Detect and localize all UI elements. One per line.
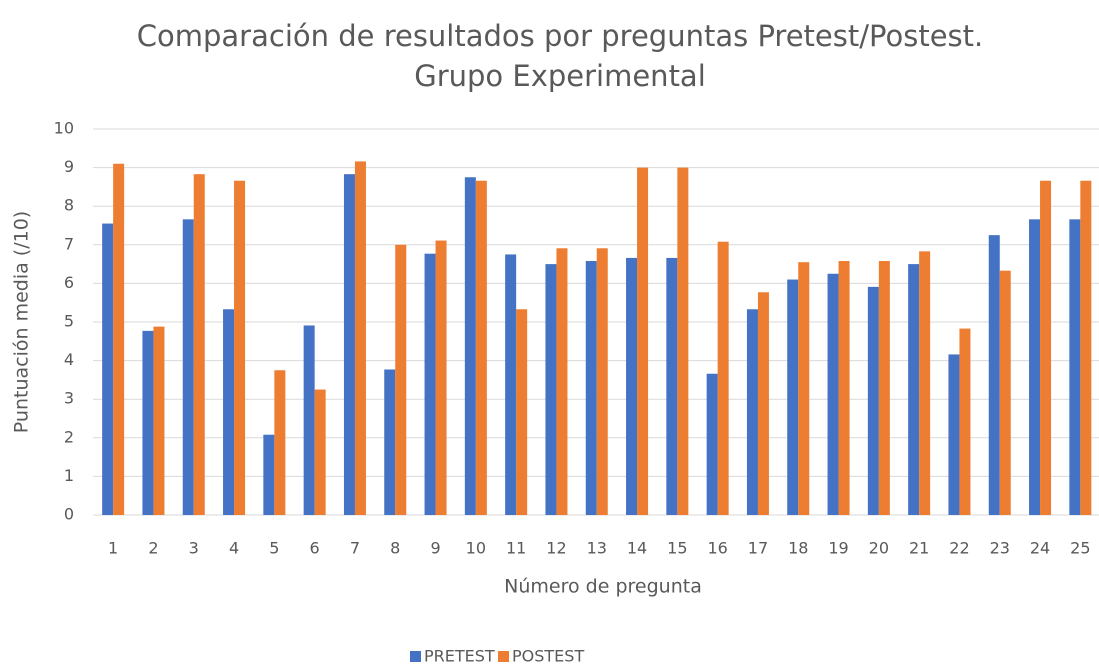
x-tick-label: 4 bbox=[229, 539, 239, 558]
x-tick-label: 11 bbox=[506, 539, 526, 558]
x-tick-label: 12 bbox=[546, 539, 566, 558]
y-tick-label: 4 bbox=[64, 350, 74, 369]
x-tick-label: 25 bbox=[1070, 539, 1090, 558]
x-tick-label: 22 bbox=[949, 539, 969, 558]
bar bbox=[677, 167, 689, 515]
bar bbox=[263, 434, 275, 515]
bar bbox=[798, 262, 810, 515]
y-tick-label: 7 bbox=[64, 234, 74, 253]
bar bbox=[223, 309, 235, 515]
x-tick-label: 18 bbox=[788, 539, 808, 558]
x-tick-label: 16 bbox=[707, 539, 727, 558]
legend-swatch bbox=[498, 651, 509, 662]
x-tick-label: 23 bbox=[990, 539, 1010, 558]
bar bbox=[274, 370, 286, 515]
bar bbox=[666, 257, 678, 515]
bar bbox=[827, 273, 839, 515]
bar bbox=[234, 180, 246, 515]
bar bbox=[787, 279, 799, 515]
legend-swatch bbox=[410, 651, 421, 662]
bar bbox=[1040, 180, 1052, 515]
bar bbox=[717, 241, 729, 515]
bar bbox=[919, 251, 931, 515]
x-tick-label: 6 bbox=[310, 539, 320, 558]
bar bbox=[475, 180, 487, 515]
y-tick-label: 10 bbox=[54, 119, 74, 138]
x-tick-label: 3 bbox=[189, 539, 199, 558]
bar bbox=[867, 286, 879, 515]
y-tick-label: 1 bbox=[64, 466, 74, 485]
y-tick-label: 2 bbox=[64, 427, 74, 446]
legend-label: PRETEST bbox=[424, 647, 495, 664]
bar bbox=[303, 325, 315, 515]
bar bbox=[1080, 180, 1092, 515]
bar bbox=[182, 219, 194, 515]
x-tick-label: 8 bbox=[390, 539, 400, 558]
x-tick-label: 2 bbox=[148, 539, 158, 558]
bar bbox=[706, 373, 718, 515]
bar bbox=[435, 240, 447, 515]
x-tick-label: 17 bbox=[748, 539, 768, 558]
x-tick-label: 1 bbox=[108, 539, 118, 558]
bar bbox=[545, 264, 557, 515]
bar bbox=[142, 330, 154, 515]
bar bbox=[637, 167, 649, 515]
bar bbox=[343, 174, 355, 516]
x-tick-label: 15 bbox=[667, 539, 687, 558]
x-axis-label: Número de pregunta bbox=[504, 576, 702, 598]
bar bbox=[878, 261, 890, 515]
bar bbox=[838, 261, 850, 515]
bar bbox=[908, 264, 920, 515]
bar bbox=[113, 163, 125, 516]
chart-title: Grupo Experimental bbox=[414, 59, 706, 93]
x-tick-label: 5 bbox=[269, 539, 279, 558]
bar bbox=[757, 292, 769, 515]
bar bbox=[585, 261, 597, 515]
legend-label: POSTEST bbox=[512, 647, 584, 664]
bar bbox=[1029, 219, 1041, 515]
bar bbox=[556, 248, 568, 516]
y-axis-label: Puntuación media (/10) bbox=[11, 211, 33, 433]
bar bbox=[626, 257, 638, 515]
x-tick-label: 7 bbox=[350, 539, 360, 558]
y-tick-label: 3 bbox=[64, 389, 74, 408]
bar bbox=[314, 389, 326, 515]
bar bbox=[464, 177, 476, 515]
bar bbox=[959, 328, 971, 515]
bar bbox=[395, 244, 407, 516]
bar bbox=[424, 253, 436, 516]
y-tick-label: 5 bbox=[64, 312, 74, 331]
x-tick-label: 24 bbox=[1030, 539, 1050, 558]
x-tick-label: 10 bbox=[466, 539, 486, 558]
bar bbox=[505, 254, 517, 515]
y-tick-label: 9 bbox=[64, 157, 74, 176]
x-tick-label: 9 bbox=[430, 539, 440, 558]
y-tick-label: 0 bbox=[64, 505, 74, 524]
bar bbox=[193, 174, 205, 516]
x-tick-label: 20 bbox=[869, 539, 889, 558]
x-tick-label: 19 bbox=[828, 539, 848, 558]
bar bbox=[153, 326, 165, 515]
bar bbox=[102, 223, 114, 515]
bar bbox=[948, 354, 960, 515]
x-tick-label: 14 bbox=[627, 539, 647, 558]
y-tick-label: 8 bbox=[64, 196, 74, 215]
chart-title: Comparación de resultados por preguntas … bbox=[137, 19, 983, 53]
bar bbox=[999, 270, 1011, 515]
y-tick-label: 6 bbox=[64, 273, 74, 292]
bar bbox=[988, 235, 1000, 515]
x-tick-label: 13 bbox=[587, 539, 607, 558]
bar bbox=[1069, 219, 1081, 515]
bar bbox=[516, 309, 528, 515]
bar bbox=[354, 161, 366, 515]
bar bbox=[384, 369, 396, 515]
bar bbox=[746, 309, 758, 515]
x-tick-label: 21 bbox=[909, 539, 929, 558]
bar bbox=[596, 248, 608, 516]
